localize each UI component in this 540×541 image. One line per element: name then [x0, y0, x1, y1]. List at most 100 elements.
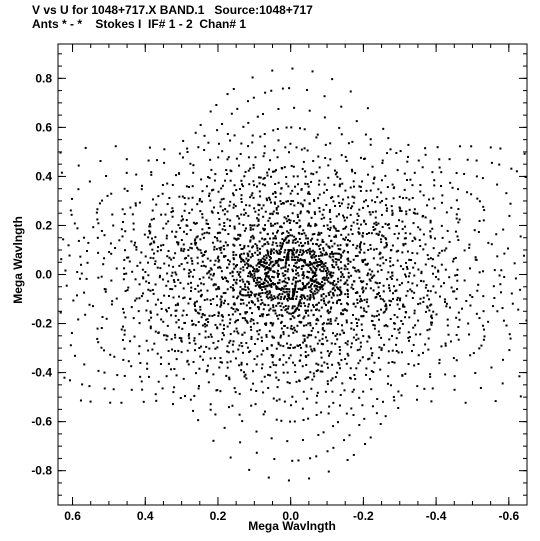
uv-point — [267, 276, 270, 279]
uv-point — [211, 241, 214, 244]
uv-point — [341, 324, 344, 327]
uv-point — [386, 152, 389, 155]
uv-point — [446, 318, 449, 321]
uv-point — [408, 198, 411, 201]
uv-point — [381, 200, 384, 203]
uv-point — [346, 343, 349, 346]
uv-point — [181, 327, 184, 330]
uv-point — [347, 303, 350, 306]
uv-point — [272, 304, 275, 307]
uv-point — [374, 296, 377, 299]
uv-point — [198, 197, 201, 200]
uv-point — [307, 286, 310, 289]
uv-point — [272, 276, 275, 279]
uv-point — [335, 302, 338, 305]
uv-point — [207, 176, 210, 179]
uv-point — [174, 304, 177, 307]
uv-point — [247, 145, 250, 148]
uv-point — [317, 331, 320, 334]
uv-point — [294, 185, 297, 188]
uv-point — [185, 185, 188, 188]
uv-point — [235, 157, 238, 160]
uv-point — [287, 305, 290, 308]
uv-point — [219, 323, 222, 326]
uv-point — [422, 280, 425, 283]
uv-point — [362, 291, 365, 294]
uv-point — [281, 167, 284, 170]
uv-point — [167, 350, 170, 353]
uv-point — [281, 245, 284, 248]
uv-point — [285, 262, 288, 265]
uv-point — [118, 239, 121, 242]
uv-point — [358, 348, 361, 351]
uv-point — [102, 263, 105, 266]
uv-point — [376, 398, 379, 401]
uv-point — [304, 286, 307, 289]
uv-point — [365, 367, 368, 370]
uv-point — [359, 300, 362, 303]
uv-point — [236, 297, 239, 300]
uv-point — [406, 290, 409, 293]
uv-point — [303, 302, 306, 305]
uv-point — [279, 192, 282, 195]
uv-point — [468, 246, 471, 249]
uv-point — [349, 367, 352, 370]
uv-point — [346, 283, 349, 286]
uv-point — [180, 239, 183, 242]
uv-point — [282, 202, 285, 205]
uv-point — [142, 400, 145, 403]
uv-point — [445, 305, 448, 308]
uv-point — [322, 249, 325, 252]
uv-point — [399, 207, 402, 210]
uv-point — [499, 147, 502, 150]
uv-point — [240, 213, 243, 216]
uv-point — [283, 285, 286, 288]
uv-point — [312, 276, 315, 279]
uv-point — [433, 237, 436, 240]
uv-point — [448, 158, 451, 161]
uv-point — [224, 179, 227, 182]
uv-point — [389, 148, 392, 151]
uv-point — [358, 208, 361, 211]
uv-point — [307, 264, 310, 267]
uv-point — [165, 237, 168, 240]
uv-point — [294, 280, 297, 283]
uv-point — [288, 87, 291, 90]
uv-point — [194, 324, 197, 327]
uv-point — [305, 363, 308, 366]
uv-point — [256, 247, 259, 250]
uv-point — [264, 288, 267, 291]
uv-point — [242, 302, 245, 305]
uv-point — [212, 298, 215, 301]
uv-point — [281, 243, 284, 246]
uv-point — [268, 284, 271, 287]
uv-point — [338, 205, 341, 208]
uv-point — [263, 265, 266, 268]
uv-point — [267, 476, 270, 479]
uv-point — [374, 281, 377, 284]
uv-point — [138, 201, 141, 204]
uv-point — [429, 290, 432, 293]
uv-point — [287, 218, 290, 221]
uv-point — [231, 404, 234, 407]
uv-point — [405, 213, 408, 216]
uv-point — [298, 314, 301, 317]
uv-point — [261, 288, 264, 291]
uv-point — [292, 165, 295, 168]
uv-point — [337, 298, 340, 301]
uv-point — [235, 282, 238, 285]
uv-point — [167, 294, 170, 297]
uv-point — [419, 190, 422, 193]
uv-point — [393, 327, 396, 330]
uv-point — [294, 265, 297, 268]
uv-point — [416, 385, 419, 388]
uv-point — [382, 290, 385, 293]
uv-point — [319, 287, 322, 290]
uv-point — [278, 249, 281, 252]
uv-point — [496, 255, 499, 258]
uv-point — [225, 279, 228, 282]
uv-point — [241, 317, 244, 320]
uv-point — [240, 363, 243, 366]
uv-point — [291, 67, 294, 70]
uv-point — [200, 345, 203, 348]
